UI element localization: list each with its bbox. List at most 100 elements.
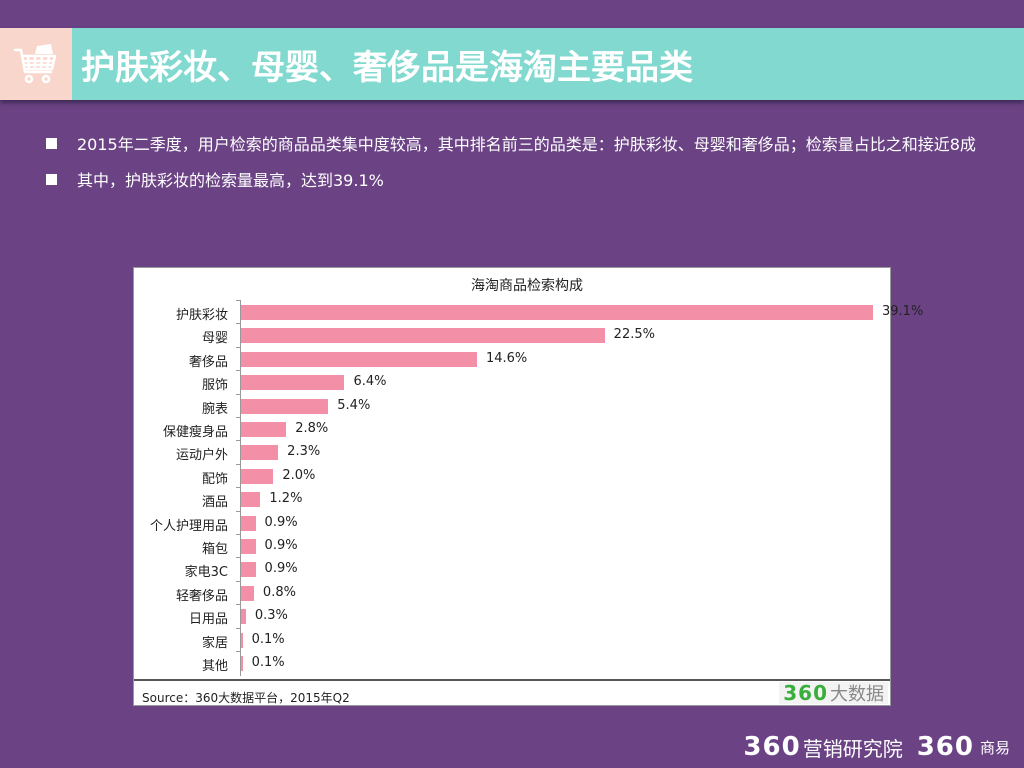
bar — [241, 351, 477, 367]
footer-branding: 360 营销研究院 360 商易 — [743, 732, 1010, 762]
bar — [241, 585, 254, 601]
axis-tick — [236, 604, 241, 606]
axis-tick — [236, 510, 241, 512]
bullet-square-icon — [46, 174, 57, 185]
bullet-item: 2015年二季度，用户检索的商品品类集中度较高，其中排名前三的品类是：护肤彩妆、… — [46, 130, 996, 160]
value-label: 2.0% — [282, 467, 316, 483]
bar — [241, 609, 246, 625]
cart-icon-box — [0, 28, 72, 100]
chart-row: 日用品 0.3% — [134, 604, 890, 628]
value-label: 0.9% — [264, 561, 298, 577]
axis-tick — [236, 487, 241, 489]
bar — [241, 422, 287, 437]
chart-row: 腕表 5.4% — [134, 393, 890, 418]
value-label: 2.8% — [295, 421, 329, 436]
axis-tick — [236, 557, 241, 559]
category-label: 保健瘦身品 — [162, 425, 228, 440]
chart-row: 酒品 1.2% — [134, 487, 890, 511]
category-label: 母婴 — [201, 331, 228, 347]
chart-row: 奢侈品 14.6% — [134, 346, 890, 371]
chart-row: 保健瘦身品 2.8% — [134, 417, 890, 441]
value-label: 39.1% — [882, 304, 924, 319]
category-label: 轻奢侈品 — [175, 588, 228, 604]
category-label: 家居 — [201, 635, 228, 651]
chart-row: 箱包 0.9% — [134, 534, 890, 558]
bar — [241, 445, 279, 461]
chart-row: 轻奢侈品 0.8% — [134, 580, 890, 605]
value-label: 0.8% — [262, 584, 296, 600]
value-label: 22.5% — [613, 327, 655, 343]
axis-tick — [236, 463, 241, 465]
bar — [241, 492, 261, 508]
chart-row: 运动户外 2.3% — [134, 440, 890, 464]
category-label: 配饰 — [201, 471, 228, 487]
bar — [241, 375, 345, 391]
value-label: 0.1% — [251, 631, 285, 647]
axis-tick — [236, 393, 241, 395]
category-label: 日用品 — [188, 612, 228, 628]
axis-tick — [236, 370, 241, 372]
brand-360-bigdata-logo: 360 大数据 — [779, 681, 888, 705]
category-label: 护肤彩妆 — [175, 308, 228, 323]
category-label: 腕表 — [201, 401, 228, 417]
category-label: 酒品 — [201, 495, 228, 511]
bullet-text: 其中，护肤彩妆的检索量最高，达到39.1% — [77, 171, 384, 190]
axis-tick — [236, 323, 241, 325]
value-label: 0.9% — [264, 538, 298, 553]
value-label: 1.2% — [269, 491, 303, 507]
footer-brand1-name: 营销研究院 — [802, 736, 903, 761]
value-label: 2.3% — [287, 444, 321, 460]
footer-brand1-number: 360 — [743, 732, 801, 762]
bullet-text: 2015年二季度，用户检索的商品品类集中度较高，其中排名前三的品类是：护肤彩妆、… — [77, 135, 976, 154]
value-label: 14.6% — [485, 350, 528, 366]
value-label: 0.1% — [251, 655, 285, 670]
source-text: Source：360大数据平台，2015年Q2 — [142, 691, 350, 705]
value-label: 6.4% — [353, 374, 387, 390]
chart-row: 护肤彩妆 39.1% — [134, 300, 923, 324]
bullet-item: 其中，护肤彩妆的检索量最高，达到39.1% — [46, 166, 996, 196]
bar — [241, 656, 243, 671]
chart-row: 母婴 22.5% — [134, 323, 890, 347]
brand-name: 大数据 — [830, 684, 884, 705]
bar — [241, 305, 873, 320]
y-axis-line — [240, 301, 241, 676]
footer-brand2-name: 商易 — [979, 738, 1010, 757]
chart-row: 服饰 6.4% — [134, 370, 890, 394]
value-label: 5.4% — [337, 397, 371, 413]
page-title: 护肤彩妆、母婴、奢侈品是海淘主要品类 — [81, 47, 693, 88]
value-label: 0.3% — [254, 608, 288, 624]
category-label: 个人护理用品 — [149, 518, 228, 534]
title-text-box: 护肤彩妆、母婴、奢侈品是海淘主要品类 — [72, 28, 1024, 100]
bar — [241, 539, 256, 554]
axis-tick — [236, 534, 241, 535]
category-label: 家电3C — [184, 565, 228, 581]
shopping-cart-icon — [13, 44, 57, 84]
chart-row: 配饰 2.0% — [134, 463, 890, 488]
title-bar: 护肤彩妆、母婴、奢侈品是海淘主要品类 — [0, 28, 1024, 100]
category-label: 其他 — [201, 659, 228, 674]
bar-chart: 海淘商品检索构成 护肤彩妆 39.1% 母婴 22.5% 奢侈品 14.6% 服饰 6.4% 腕… — [133, 267, 923, 706]
axis-tick — [236, 580, 241, 582]
chart-row: 个人护理用品 0.9% — [134, 510, 890, 535]
axis-tick — [236, 417, 241, 418]
chart-row: 家电3C 0.9% — [134, 557, 890, 581]
category-label: 运动户外 — [175, 448, 228, 464]
source-divider — [134, 679, 890, 681]
bar — [241, 398, 329, 414]
axis-tick — [236, 440, 241, 442]
bullet-list: 2015年二季度，用户检索的商品品类集中度较高，其中排名前三的品类是：护肤彩妆、… — [46, 130, 996, 202]
category-label: 奢侈品 — [188, 354, 228, 370]
chart-row: 家居 0.1% — [134, 627, 890, 652]
bar — [241, 328, 605, 344]
bar — [241, 468, 274, 484]
chart-title: 海淘商品检索构成 — [471, 278, 583, 294]
category-label: 箱包 — [201, 542, 228, 557]
bar — [241, 632, 243, 648]
axis-tick — [236, 627, 241, 629]
footer-brand2-number: 360 — [916, 732, 974, 762]
chart-row: 其他 0.1% — [134, 651, 890, 675]
bar — [241, 515, 256, 531]
value-label: 0.9% — [264, 514, 298, 530]
category-label: 服饰 — [201, 378, 228, 394]
axis-tick — [236, 346, 241, 348]
